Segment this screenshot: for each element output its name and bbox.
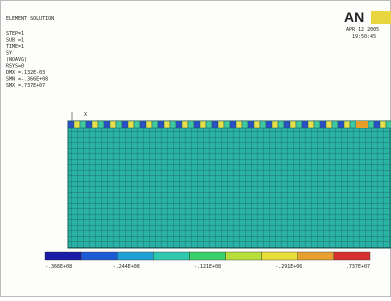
top-element [152,121,158,128]
top-element [290,121,296,128]
top-element [296,121,302,128]
top-element [104,121,110,128]
top-element [374,121,380,128]
color-swatch [334,252,370,260]
top-element [164,121,170,128]
ansys-plot: ELEMENT SOLUTION STEP=1SUB =1TIME=1SY(NO… [0,0,391,297]
top-element [212,121,218,128]
info-line: RSYS=0 [6,64,24,70]
top-element [272,121,278,128]
top-element [68,121,74,128]
top-element [266,121,272,128]
legend-label: -.291E+06 [275,264,302,270]
legend-label: .737E+07 [346,264,370,270]
legend-label: -.121E+08 [194,264,221,270]
top-element [188,121,194,128]
top-element [314,121,320,128]
axis-label: X [84,112,87,118]
legend-label: -.244E+08 [113,264,140,270]
color-swatch [189,252,225,260]
color-swatch [81,252,117,260]
top-element [344,121,350,128]
info-line: SY [6,51,12,57]
top-element [98,121,104,128]
info-line: SUB =1 [6,38,24,44]
top-element [302,121,308,128]
top-element [74,121,80,128]
top-row [68,121,391,128]
title: ELEMENT SOLUTION [6,16,54,22]
top-element [116,121,122,128]
top-element [368,121,374,128]
top-element [380,121,386,128]
hot-spot [356,121,368,128]
top-element [224,121,230,128]
top-element [236,121,242,128]
info-line: STEP=1 [6,31,24,37]
logo: AN [344,9,364,25]
top-element [248,121,254,128]
info-line: SMN =-.366E+08 [6,77,48,83]
logo-mark [371,11,391,24]
top-element [218,121,224,128]
top-element [170,121,176,128]
top-element [146,121,152,128]
info-line: (NOAVG) [6,57,27,63]
top-element [326,121,332,128]
color-swatch [262,252,298,260]
top-element [254,121,260,128]
color-swatch [298,252,334,260]
top-element [386,121,391,128]
top-element [308,121,314,128]
top-element [140,121,146,128]
top-element [230,121,236,128]
top-element [128,121,134,128]
color-swatch [226,252,262,260]
top-element [86,121,92,128]
top-element [110,121,116,128]
top-element [122,121,128,128]
top-element [332,121,338,128]
top-element [200,121,206,128]
info-line: TIME=1 [6,44,24,50]
mesh [68,121,391,248]
top-element [320,121,326,128]
top-element [182,121,188,128]
top-element [134,121,140,128]
date: APR 12 2005 [346,27,379,33]
color-swatch [45,252,81,260]
top-element [260,121,266,128]
top-element [80,121,86,128]
color-swatch [117,252,153,260]
top-element [284,121,290,128]
top-element [158,121,164,128]
legend-label: -.366E+08 [45,264,72,270]
top-element [176,121,182,128]
time: 19:50:45 [352,34,376,40]
top-element [206,121,212,128]
color-bar [45,252,370,260]
top-element [338,121,344,128]
info-line: DMX =.132E-03 [6,70,45,76]
top-element [278,121,284,128]
top-element [350,121,356,128]
top-element [92,121,98,128]
top-element [242,121,248,128]
info-line: SMX =.737E+07 [6,83,45,89]
color-swatch [153,252,189,260]
top-element [194,121,200,128]
